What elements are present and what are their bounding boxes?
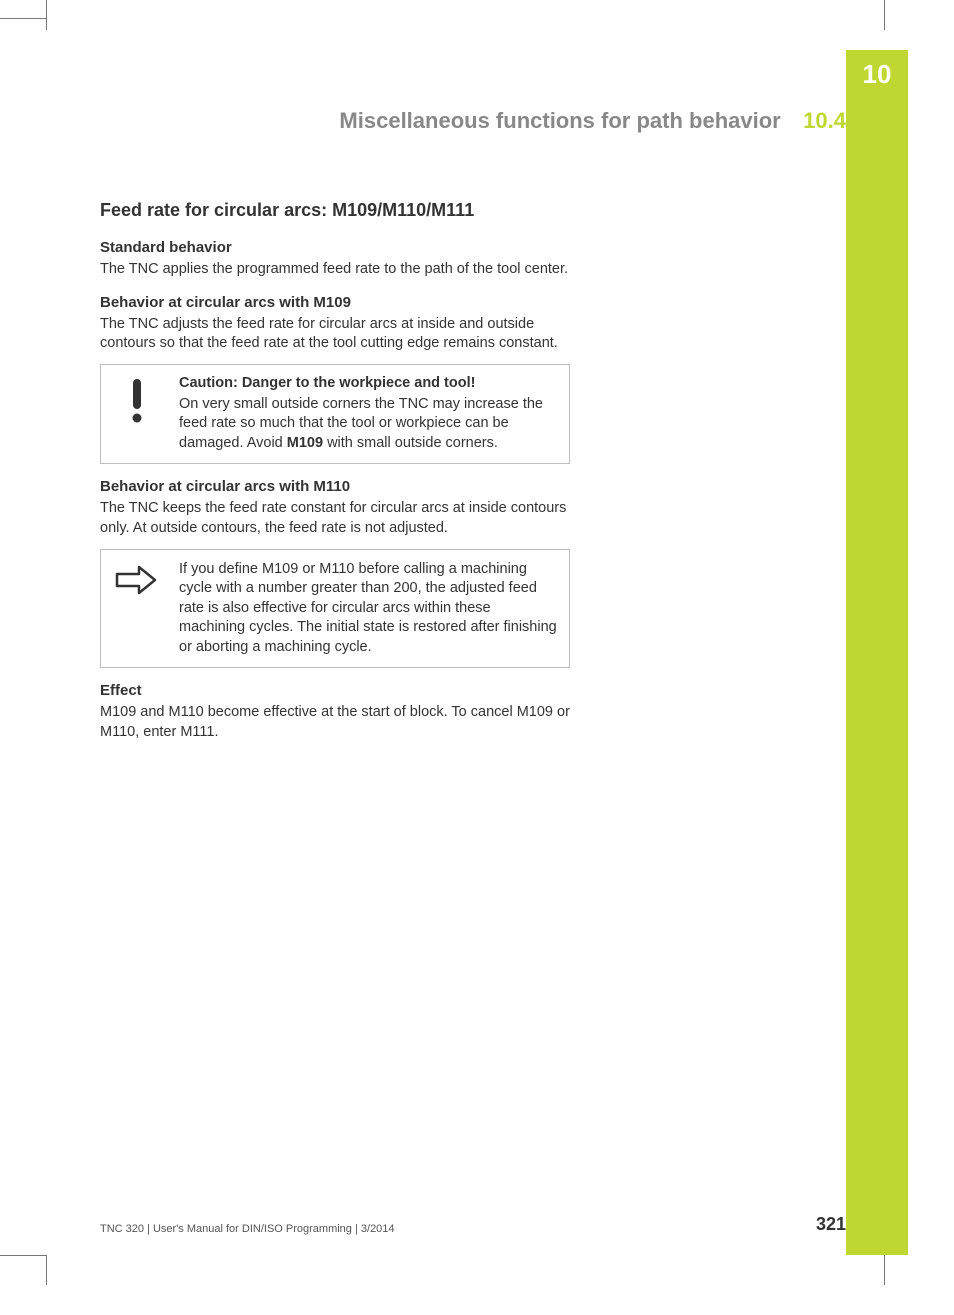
crop-mark <box>0 18 46 19</box>
header-section-number: 10.4 <box>803 108 846 133</box>
footer-meta: TNC 320 | User's Manual for DIN/ISO Prog… <box>100 1223 395 1235</box>
caution-icon <box>113 375 161 423</box>
page-number: 321 <box>816 1214 846 1235</box>
crop-mark <box>884 0 885 30</box>
subheading-effect: Effect <box>100 682 570 699</box>
subheading-m109: Behavior at circular arcs with M109 <box>100 294 570 311</box>
page: 10 Miscellaneous functions for path beha… <box>0 0 954 1315</box>
crop-mark <box>46 1255 47 1285</box>
main-heading: Feed rate for circular arcs: M109/M110/M… <box>100 200 570 221</box>
crop-mark <box>46 0 47 30</box>
body-text: M109 and M110 become effective at the st… <box>100 703 570 742</box>
caution-box: Caution: Danger to the workpiece and too… <box>100 364 570 465</box>
caution-title: Caution: Danger to the workpiece and too… <box>179 375 557 391</box>
note-box: If you define M109 or M110 before callin… <box>100 549 570 669</box>
body-text: The TNC adjusts the feed rate for circul… <box>100 315 570 354</box>
crop-mark <box>0 1255 46 1256</box>
subheading-m110: Behavior at circular arcs with M110 <box>100 478 570 495</box>
content-area: Feed rate for circular arcs: M109/M110/M… <box>100 200 570 742</box>
caution-text: Caution: Danger to the workpiece and too… <box>179 375 557 454</box>
header-title: Miscellaneous functions for path behavio… <box>339 108 780 133</box>
chapter-number: 10 <box>863 59 892 90</box>
page-footer: TNC 320 | User's Manual for DIN/ISO Prog… <box>100 1214 846 1235</box>
body-text: The TNC keeps the feed rate constant for… <box>100 499 570 538</box>
caution-body: On very small outside corners the TNC ma… <box>179 395 557 454</box>
subheading-standard: Standard behavior <box>100 239 570 256</box>
note-text: If you define M109 or M110 before callin… <box>179 560 557 658</box>
page-header: Miscellaneous functions for path behavio… <box>100 108 846 134</box>
arrow-icon <box>113 560 161 596</box>
body-text: The TNC applies the programmed feed rate… <box>100 260 570 280</box>
note-body: If you define M109 or M110 before callin… <box>179 560 557 658</box>
side-strip <box>846 98 908 1255</box>
chapter-tab: 10 <box>846 50 908 98</box>
crop-mark <box>884 1255 885 1285</box>
